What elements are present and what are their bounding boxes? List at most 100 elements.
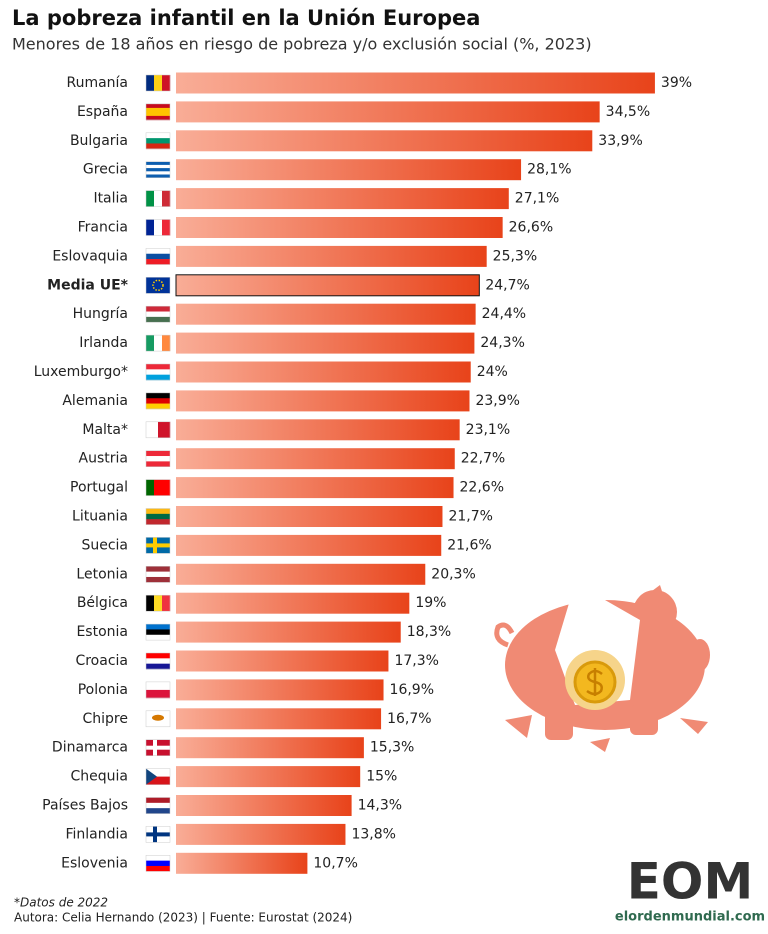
flag-part: [146, 595, 155, 612]
flag-part: [146, 103, 170, 109]
flag-part: [146, 219, 155, 236]
bar: [176, 72, 655, 94]
flag-border: [145, 219, 171, 236]
flag-border: [145, 363, 171, 381]
value-label: 16,7%: [387, 711, 431, 727]
flag-part: [146, 392, 170, 399]
flag-part: [146, 369, 170, 375]
value-label: 39%: [661, 75, 692, 91]
flag-part: [162, 335, 171, 352]
bar: [176, 650, 389, 672]
flag-border: [145, 161, 171, 178]
flag: [145, 623, 171, 641]
flag-part: [162, 595, 171, 612]
value-label: 25,3%: [493, 248, 537, 264]
flag-border: [145, 537, 171, 554]
bar: [176, 823, 346, 845]
bar: [176, 592, 410, 614]
flag-part: [162, 190, 171, 207]
piggy-bank-illustration: [494, 585, 710, 752]
flag: [145, 710, 171, 728]
flag-part: [146, 398, 170, 404]
flag-part: [146, 479, 155, 496]
flag: [145, 681, 171, 699]
category-label: Italia: [93, 191, 128, 207]
flag-part: [146, 456, 170, 462]
bar: [176, 217, 503, 238]
value-label: 21,7%: [448, 509, 492, 525]
flag-border: [145, 681, 171, 699]
flag-part: [146, 865, 170, 872]
flag-part: [146, 364, 170, 370]
bar: [176, 332, 475, 354]
value-label: 15%: [366, 769, 397, 785]
bar: [176, 534, 442, 556]
flag-part: [152, 714, 164, 721]
bar: [176, 621, 401, 643]
flag-border: [145, 508, 171, 525]
bar: [176, 852, 308, 874]
value-label: 24,7%: [485, 277, 529, 293]
category-label: Eslovenia: [61, 855, 128, 871]
category-label: Finlandia: [66, 826, 129, 842]
value-label: 10,7%: [313, 855, 357, 871]
flag: [145, 508, 171, 525]
flag-part: [146, 776, 170, 785]
flag: [145, 305, 171, 323]
category-label: Letonia: [76, 566, 128, 582]
value-label: 19%: [415, 595, 446, 611]
value-label: 13,8%: [351, 826, 395, 842]
flag-part: [154, 75, 163, 91]
footnote: *Datos de 2022: [14, 896, 108, 910]
category-label: Lituania: [72, 509, 128, 525]
category-label: Eslovaquia: [52, 248, 128, 264]
flag: [145, 450, 171, 467]
flag-part: [146, 624, 170, 630]
flag: [145, 855, 171, 872]
bar: [176, 795, 352, 816]
flag-part: [162, 219, 171, 236]
category-label: Alemania: [62, 393, 128, 409]
flag-border: [145, 248, 171, 265]
category-label: Rumanía: [66, 75, 128, 91]
flag-part: [146, 681, 170, 691]
flag-part: [146, 461, 170, 467]
category-label: Portugal: [70, 480, 128, 496]
bar: [176, 130, 593, 152]
source: Autora: Celia Hernando (2023) | Fuente: …: [14, 911, 352, 925]
flag: [145, 421, 171, 439]
category-label: Dinamarca: [52, 740, 128, 756]
flag-part: [146, 508, 170, 515]
flag-part: [146, 335, 155, 352]
flag-part: [146, 519, 170, 525]
flag-part: [146, 745, 170, 750]
flag-part: [146, 248, 170, 255]
flag-border: [145, 594, 171, 612]
flag-part: [146, 543, 170, 548]
flag: [145, 219, 171, 236]
flag-part: [146, 768, 157, 785]
flag-part: [146, 171, 170, 175]
flag-part: [146, 161, 170, 166]
flag-part: [146, 566, 170, 572]
flag-border: [145, 479, 171, 496]
flag-part: [146, 174, 170, 178]
flag-part: [146, 115, 170, 121]
flag-part: [146, 190, 155, 207]
flag-border: [145, 103, 171, 121]
flag-part: [146, 658, 170, 664]
flag-part: [146, 576, 170, 583]
flag: [145, 132, 171, 150]
chart-title: La pobreza infantil en la Unión Europea: [12, 6, 480, 30]
flag-border: [145, 710, 171, 728]
flag-border: [145, 566, 171, 583]
category-label: Polonia: [78, 682, 128, 698]
bar: [176, 390, 470, 412]
category-label: Croacia: [75, 653, 128, 669]
flag-part: [146, 634, 170, 641]
flag-border: [145, 450, 171, 467]
flag: [145, 103, 171, 121]
value-label: 23,9%: [475, 393, 519, 409]
category-label: Hungría: [73, 306, 128, 322]
flag-border: [145, 132, 171, 150]
